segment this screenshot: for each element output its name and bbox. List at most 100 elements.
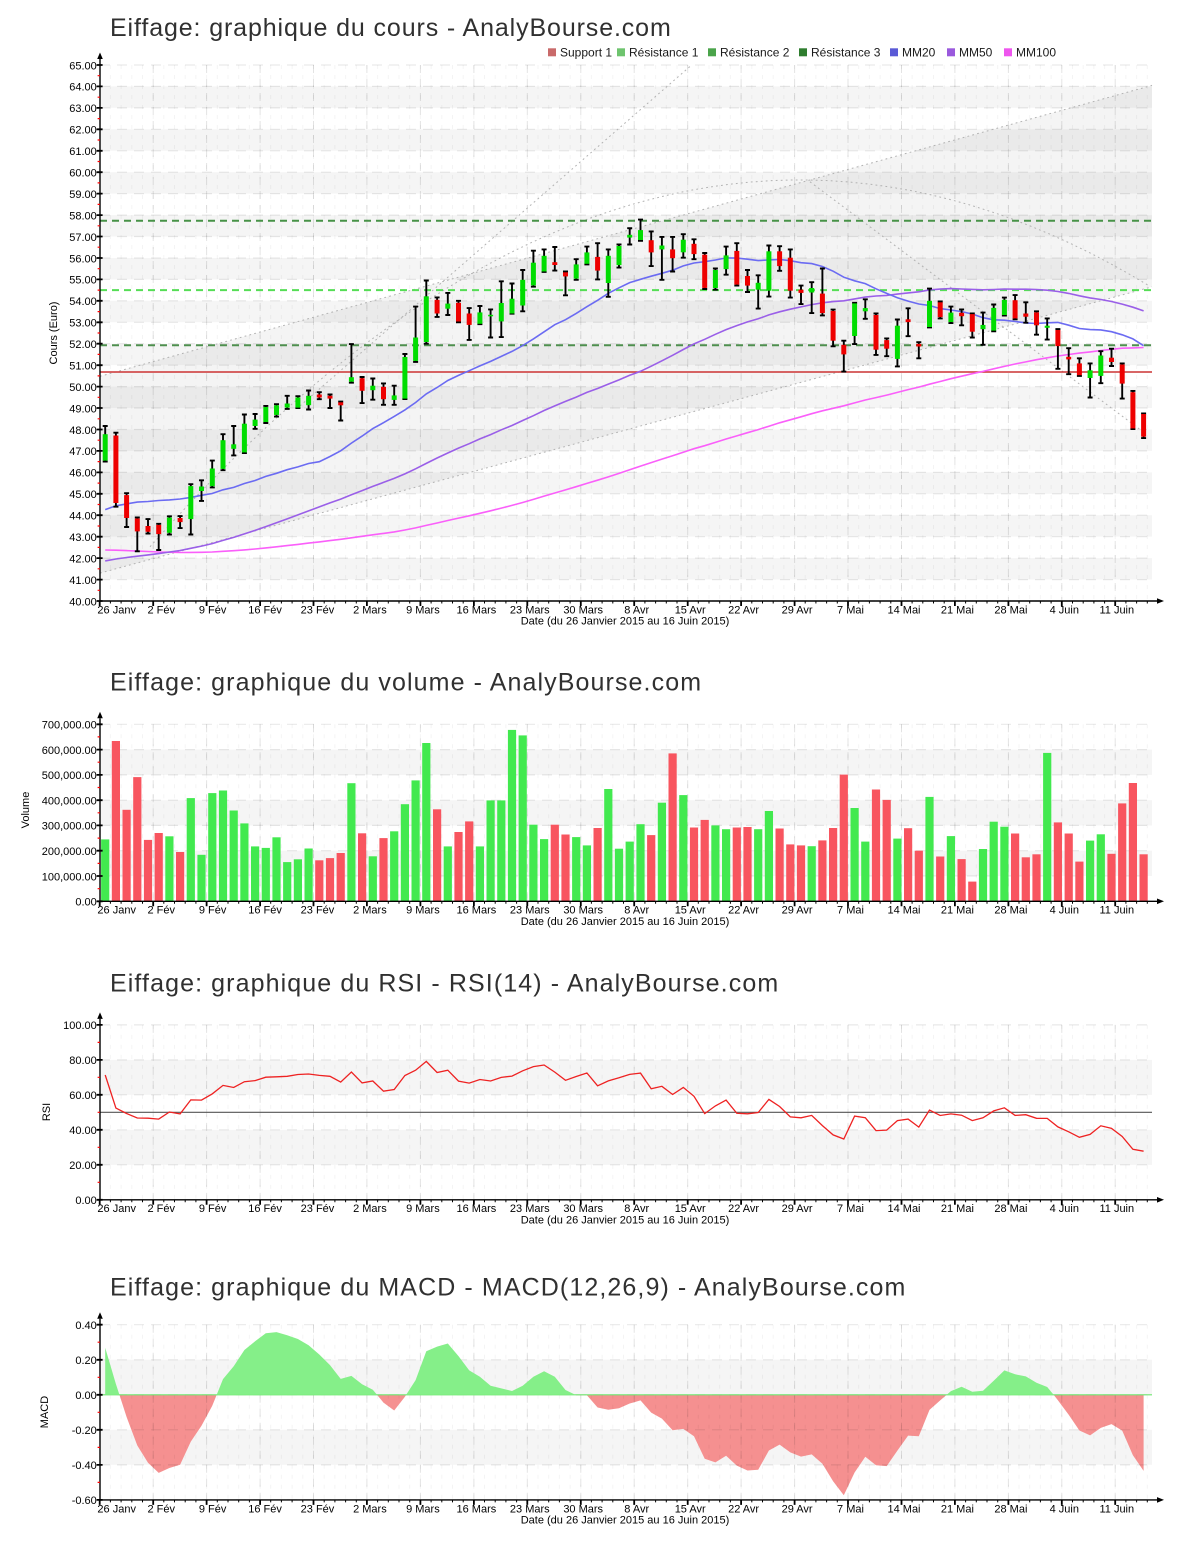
svg-text:700,000.00: 700,000.00 [42,720,97,732]
svg-text:23 Mars: 23 Mars [510,604,550,616]
svg-text:Résistance 3: Résistance 3 [811,46,881,60]
svg-text:30 Mars: 30 Mars [563,905,603,917]
svg-text:-0.60: -0.60 [72,1495,97,1507]
svg-text:7 Mai: 7 Mai [837,1503,864,1515]
svg-text:28 Mai: 28 Mai [994,1203,1027,1215]
svg-text:16 Fév: 16 Fév [248,905,282,917]
svg-text:56.00: 56.00 [69,253,97,265]
svg-text:15 Avr: 15 Avr [675,604,706,616]
svg-text:Résistance 2: Résistance 2 [720,46,790,60]
svg-text:16 Fév: 16 Fév [248,1203,282,1215]
svg-text:46.00: 46.00 [69,468,97,480]
svg-text:26 Janv: 26 Janv [97,1503,136,1515]
svg-text:7 Mai: 7 Mai [837,905,864,917]
svg-text:58.00: 58.00 [69,210,97,222]
svg-text:30 Mars: 30 Mars [563,1203,603,1215]
svg-text:Date (du 26 Janvier 2015 au 16: Date (du 26 Janvier 2015 au 16 Juin 2015… [521,916,730,928]
svg-text:2 Fév: 2 Fév [147,1503,175,1515]
svg-text:9 Mars: 9 Mars [406,1503,440,1515]
svg-text:49.00: 49.00 [69,403,97,415]
svg-text:Volume: Volume [20,792,32,829]
svg-text:60.00: 60.00 [69,168,97,180]
svg-text:Eiffage: graphique du MACD - M: Eiffage: graphique du MACD - MACD(12,26,… [110,1273,906,1301]
svg-text:2 Fév: 2 Fév [147,604,175,616]
svg-text:8 Avr: 8 Avr [624,1503,649,1515]
svg-text:-0.40: -0.40 [72,1460,97,1472]
svg-text:4 Juin: 4 Juin [1050,1203,1079,1215]
svg-text:45.00: 45.00 [69,489,97,501]
svg-text:47.00: 47.00 [69,446,97,458]
svg-text:9 Mars: 9 Mars [406,1203,440,1215]
svg-text:65.00: 65.00 [69,60,97,72]
svg-text:21 Mai: 21 Mai [941,1503,974,1515]
svg-text:22 Avr: 22 Avr [728,1503,759,1515]
svg-text:-0.20: -0.20 [72,1425,97,1437]
svg-text:63.00: 63.00 [69,103,97,115]
svg-text:26 Janv: 26 Janv [97,604,136,616]
svg-text:51.00: 51.00 [69,361,97,373]
svg-text:40.00: 40.00 [69,596,97,608]
svg-text:62.00: 62.00 [69,125,97,137]
svg-text:Support 1: Support 1 [560,46,612,60]
svg-text:Date (du 26 Janvier 2015 au 16: Date (du 26 Janvier 2015 au 16 Juin 2015… [521,1514,730,1526]
svg-text:2 Mars: 2 Mars [353,905,387,917]
svg-text:52.00: 52.00 [69,339,97,351]
svg-text:2 Mars: 2 Mars [353,1503,387,1515]
svg-text:48.00: 48.00 [69,425,97,437]
svg-text:0.20: 0.20 [75,1355,96,1367]
svg-text:11 Juin: 11 Juin [1099,604,1134,616]
svg-text:9 Fév: 9 Fév [199,1503,227,1515]
svg-text:200,000.00: 200,000.00 [42,846,97,858]
svg-text:11 Juin: 11 Juin [1099,1503,1134,1515]
svg-text:0.40: 0.40 [75,1320,96,1332]
svg-text:29 Avr: 29 Avr [782,604,813,616]
svg-text:80.00: 80.00 [69,1055,97,1067]
svg-text:2 Mars: 2 Mars [353,1203,387,1215]
svg-text:400,000.00: 400,000.00 [42,796,97,808]
svg-text:26 Janv: 26 Janv [97,1203,136,1215]
svg-text:23 Mars: 23 Mars [510,1503,550,1515]
svg-text:29 Avr: 29 Avr [782,905,813,917]
svg-text:29 Avr: 29 Avr [782,1203,813,1215]
svg-text:14 Mai: 14 Mai [887,905,920,917]
svg-text:22 Avr: 22 Avr [728,1203,759,1215]
svg-text:Eiffage: graphique du cours -: Eiffage: graphique du cours - AnalyBours… [110,14,672,42]
svg-text:Résistance 1: Résistance 1 [629,46,699,60]
svg-text:9 Fév: 9 Fév [199,905,227,917]
svg-text:4 Juin: 4 Juin [1050,604,1079,616]
svg-text:40.00: 40.00 [69,1125,97,1137]
svg-text:15 Avr: 15 Avr [675,1203,706,1215]
svg-text:7 Mai: 7 Mai [837,604,864,616]
svg-text:23 Fév: 23 Fév [301,1203,335,1215]
svg-text:22 Avr: 22 Avr [728,905,759,917]
svg-text:64.00: 64.00 [69,82,97,94]
svg-text:MM100: MM100 [1016,46,1056,60]
svg-text:600,000.00: 600,000.00 [42,745,97,757]
svg-text:20.00: 20.00 [69,1160,97,1172]
svg-text:16 Mars: 16 Mars [457,1503,497,1515]
svg-text:8 Avr: 8 Avr [624,1203,649,1215]
svg-text:22 Avr: 22 Avr [728,604,759,616]
svg-text:14 Mai: 14 Mai [887,604,920,616]
svg-text:100,000.00: 100,000.00 [42,871,97,883]
svg-text:21 Mai: 21 Mai [941,604,974,616]
svg-text:7 Mai: 7 Mai [837,1203,864,1215]
svg-text:16 Mars: 16 Mars [457,1203,497,1215]
svg-text:16 Mars: 16 Mars [457,604,497,616]
svg-text:100.00: 100.00 [63,1020,97,1032]
svg-text:21 Mai: 21 Mai [941,1203,974,1215]
svg-text:11 Juin: 11 Juin [1099,905,1134,917]
svg-text:300,000.00: 300,000.00 [42,821,97,833]
svg-text:Cours (Euro): Cours (Euro) [48,302,60,365]
svg-text:MM50: MM50 [959,46,993,60]
svg-text:16 Mars: 16 Mars [457,905,497,917]
svg-text:15 Avr: 15 Avr [675,905,706,917]
svg-text:0.00: 0.00 [75,897,96,909]
svg-text:55.00: 55.00 [69,275,97,287]
svg-text:11 Juin: 11 Juin [1099,1203,1134,1215]
svg-text:16 Fév: 16 Fév [248,604,282,616]
svg-text:23 Fév: 23 Fév [301,1503,335,1515]
svg-text:29 Avr: 29 Avr [782,1503,813,1515]
svg-text:2 Fév: 2 Fév [147,1203,175,1215]
svg-text:23 Fév: 23 Fév [301,604,335,616]
